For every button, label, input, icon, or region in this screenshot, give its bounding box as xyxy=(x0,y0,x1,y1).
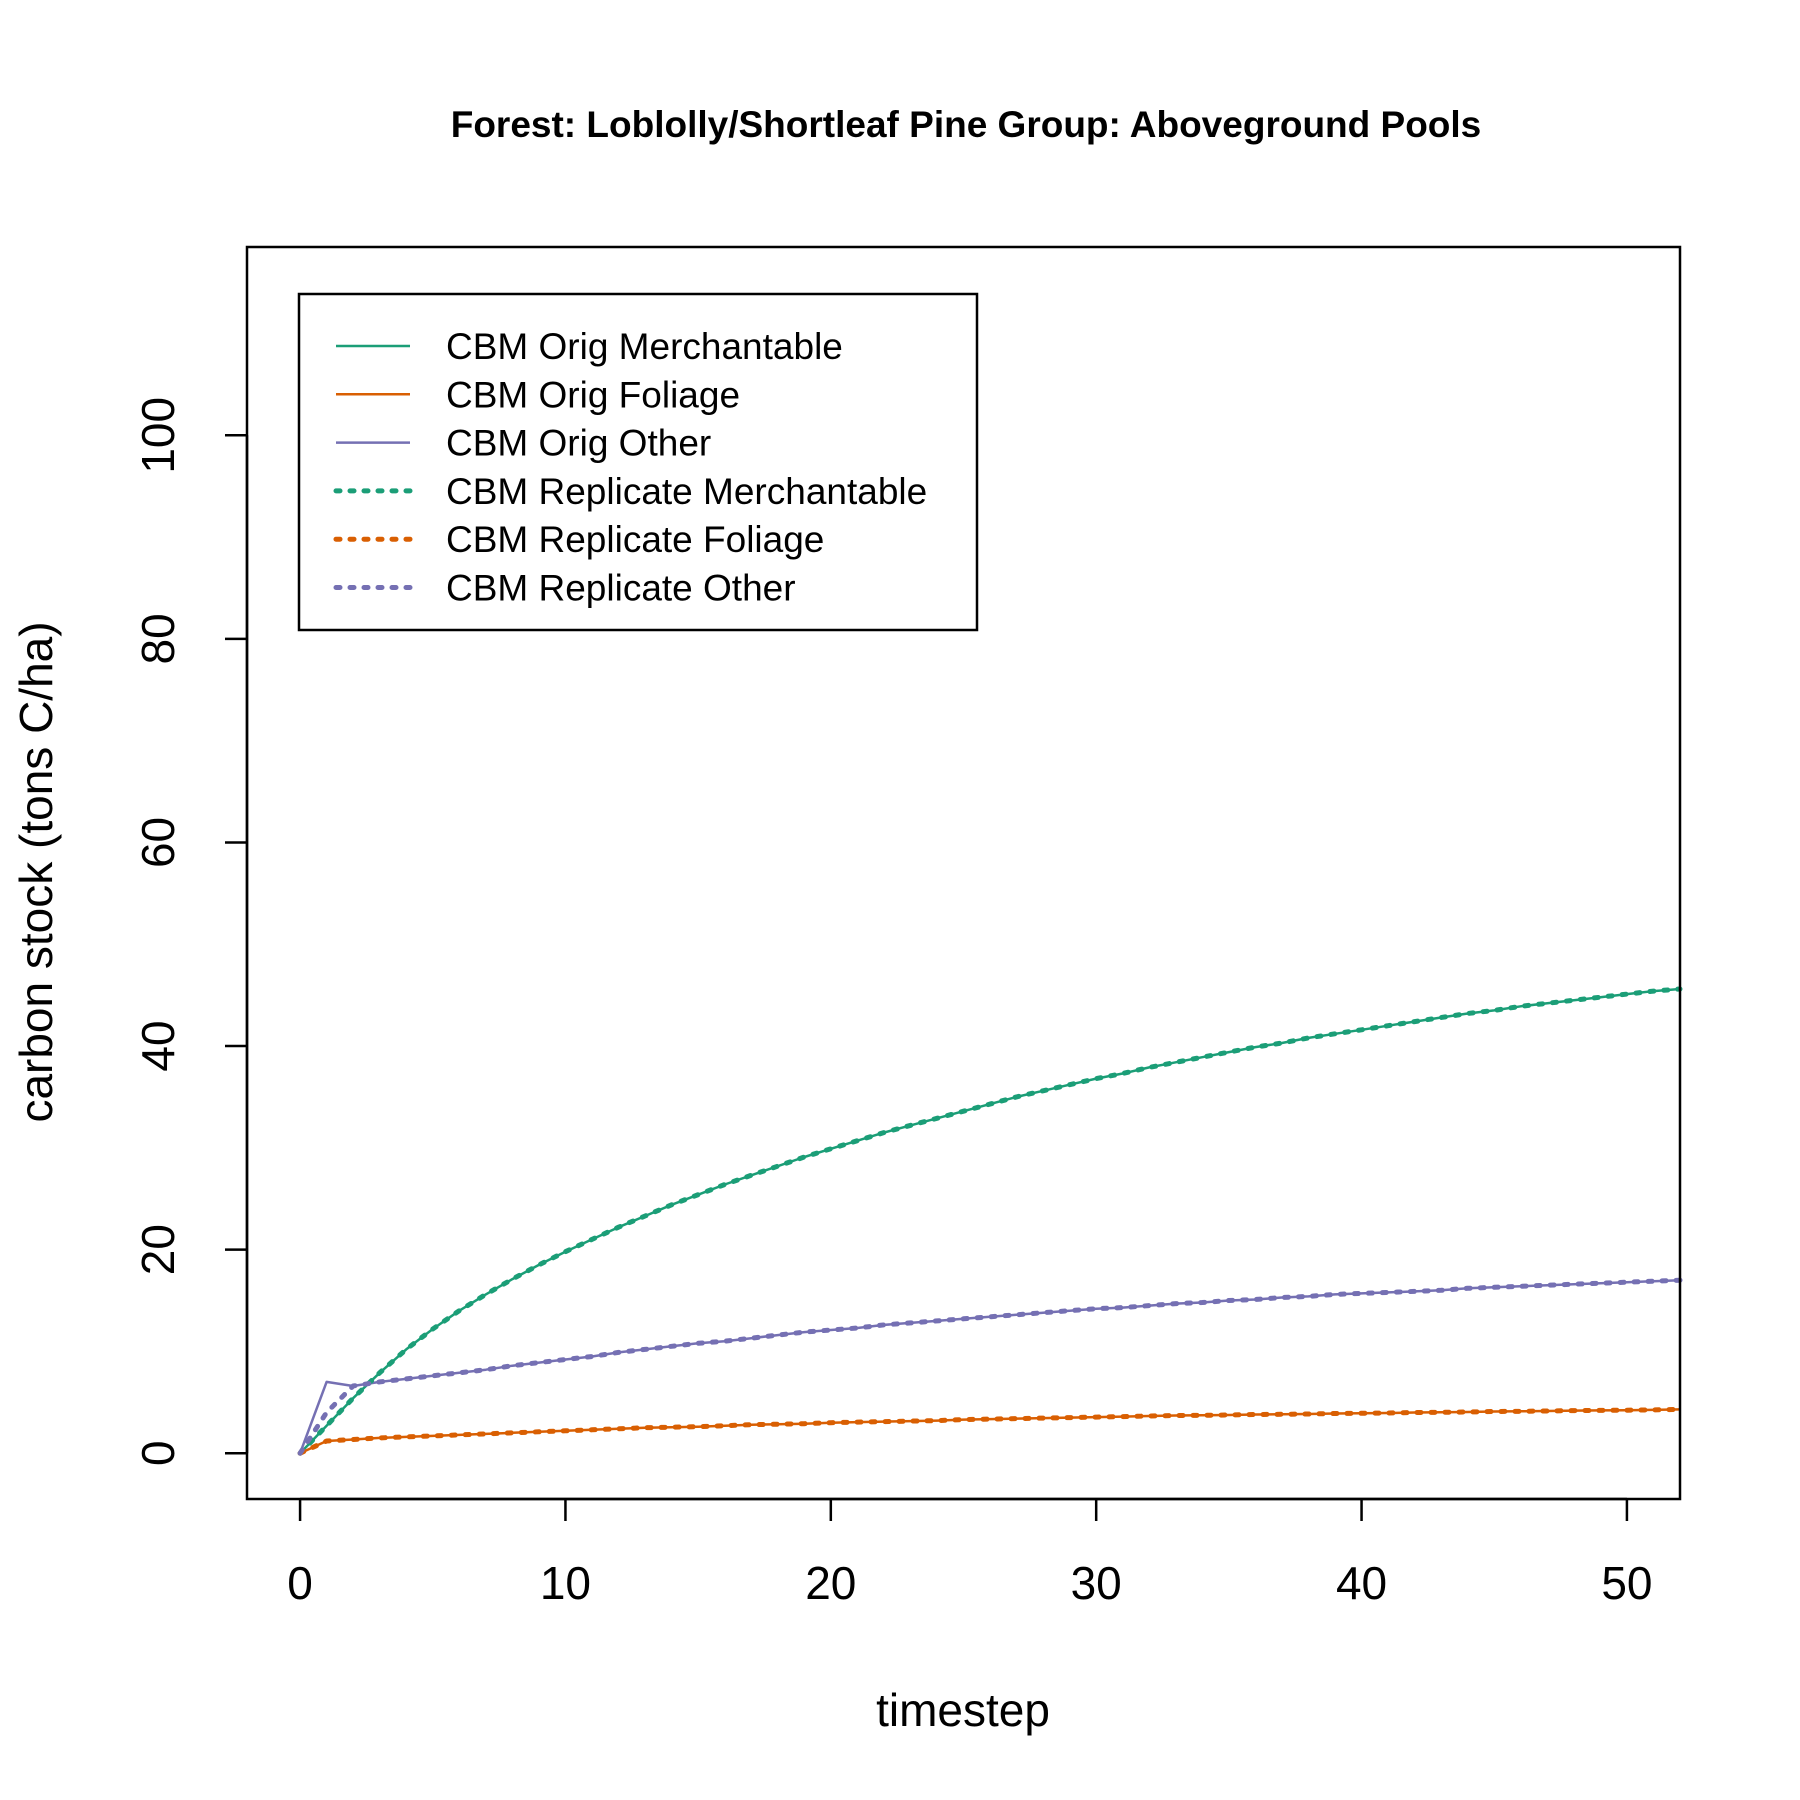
legend-label-0: CBM Orig Merchantable xyxy=(446,326,843,367)
legend-label-3: CBM Replicate Merchantable xyxy=(446,471,927,512)
y-tick-label: 60 xyxy=(132,817,184,868)
y-axis-label: carbon stock (tons C/ha) xyxy=(10,621,62,1122)
legend-label-4: CBM Replicate Foliage xyxy=(446,519,824,560)
legend: CBM Orig Merchantable CBM Orig Foliage CBM… xyxy=(297,292,979,632)
y-tick-label: 80 xyxy=(132,613,184,664)
series-line-5 xyxy=(297,1277,1683,1456)
series-line-4 xyxy=(297,1406,1683,1456)
x-tick-label: 30 xyxy=(1071,1557,1122,1609)
legend-label-2: CBM Orig Other xyxy=(446,423,711,464)
x-tick-label: 0 xyxy=(287,1557,313,1609)
x-tick-label: 10 xyxy=(540,1557,591,1609)
legend-items: CBM Orig Merchantable CBM Orig Foliage CBM… xyxy=(333,326,927,609)
y-tick-label: 0 xyxy=(132,1440,184,1466)
x-axis-label: timestep xyxy=(876,1684,1050,1736)
y-axis: 0 20 40 60 80 100 xyxy=(132,397,249,1466)
y-tick-label: 20 xyxy=(132,1224,184,1275)
series-layer xyxy=(297,986,1683,1456)
x-tick-label: 20 xyxy=(805,1557,856,1609)
x-tick-label: 40 xyxy=(1336,1557,1387,1609)
legend-label-5: CBM Replicate Other xyxy=(446,568,796,609)
chart-title: Forest: Loblolly/Shortleaf Pine Group: A… xyxy=(451,104,1482,145)
y-tick-label: 100 xyxy=(132,397,184,474)
y-tick-label: 40 xyxy=(132,1020,184,1071)
x-tick-label: 50 xyxy=(1601,1557,1652,1609)
x-axis: 0 10 20 30 40 50 xyxy=(287,1497,1653,1609)
series-line-3 xyxy=(297,986,1683,1456)
series-line-0 xyxy=(299,987,1681,1455)
legend-box xyxy=(297,292,979,632)
legend-label-1: CBM Orig Foliage xyxy=(446,374,740,415)
